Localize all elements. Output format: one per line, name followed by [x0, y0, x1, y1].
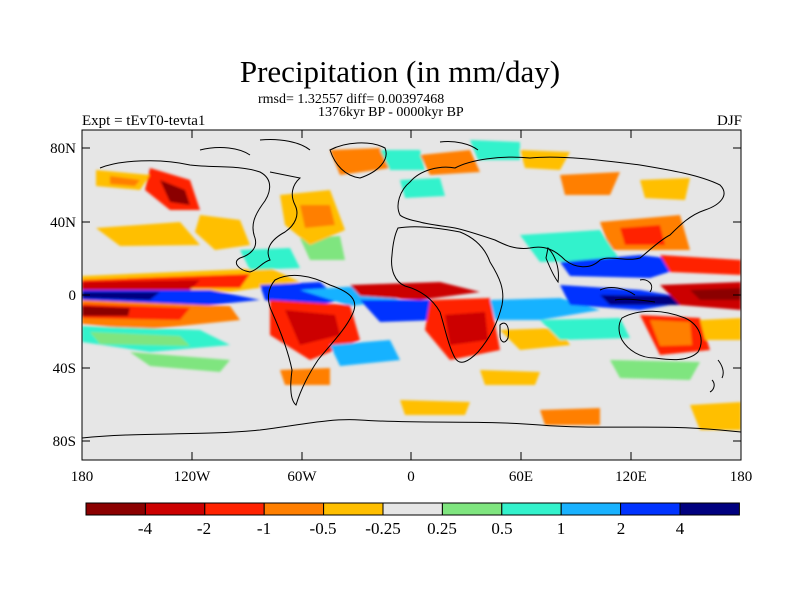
- colorbar-label: -0.25: [365, 519, 400, 538]
- field-patch: [330, 340, 400, 366]
- field-patch: [330, 148, 390, 175]
- field-patch: [700, 318, 741, 340]
- field-patch: [540, 318, 630, 340]
- precip-field: [82, 130, 741, 460]
- colorbar-label: 1: [557, 519, 566, 538]
- field-patch: [400, 178, 445, 198]
- colorbar-swatch: [85, 502, 146, 516]
- coastline-north-america: [99, 160, 302, 273]
- colorbar: [85, 502, 740, 516]
- field-patch: [660, 255, 741, 275]
- lon-label: 180: [71, 469, 94, 485]
- field-patch: [380, 150, 425, 170]
- rmsd-diff-stats: rmsd= 1.32557 diff= 0.00397468: [258, 92, 445, 107]
- field-patch: [520, 230, 620, 262]
- colorbar-swatch: [620, 502, 681, 516]
- lon-label: 0: [407, 469, 415, 485]
- field-patch: [500, 328, 570, 350]
- field-patch: [540, 408, 600, 425]
- field-patch: [130, 352, 230, 372]
- field-patch: [445, 312, 488, 345]
- experiment-label: Expt = tEvT0-tevta1: [82, 113, 206, 129]
- lon-label: 60E: [509, 469, 533, 485]
- lat-label: 40S: [53, 361, 76, 377]
- field-patch: [640, 178, 690, 200]
- colorbar-label: 4: [676, 519, 685, 538]
- colorbar-swatch: [441, 502, 503, 516]
- field-patch: [90, 332, 190, 346]
- colorbar-label: -1: [257, 519, 271, 538]
- colorbar-labels: -4 -2 -1 -0.5 -0.25 0.25 0.5 1 2 4: [138, 519, 685, 538]
- map-title: Precipitation (in mm/day): [239, 54, 561, 89]
- coastline-antarctica: [82, 419, 741, 439]
- field-patch: [520, 150, 570, 170]
- coastline-greenland: [329, 142, 387, 179]
- colorbar-swatch: [144, 502, 206, 516]
- lat-ticks: [82, 147, 741, 442]
- coastline-australia: [618, 310, 702, 361]
- season-label: DJF: [716, 113, 742, 129]
- coastline-south-america: [267, 274, 356, 406]
- field-patch: [620, 225, 665, 245]
- time-period-label: 1376kyr BP - 0000kyr BP: [318, 105, 464, 120]
- field-patch: [690, 402, 741, 430]
- field-patch: [610, 360, 700, 380]
- field-patch: [110, 176, 140, 186]
- coastline-arctic: [199, 139, 479, 156]
- coastline-eurasia: [397, 156, 725, 268]
- field-patch: [96, 222, 200, 246]
- colorbar-label: 0.5: [491, 519, 512, 538]
- lat-label: 80S: [53, 434, 76, 450]
- field-patch: [360, 300, 440, 322]
- colorbar-swatch: [560, 502, 622, 516]
- coastline-madagascar: [499, 322, 509, 343]
- field-patch: [195, 215, 250, 250]
- colorbar-label: 2: [617, 519, 626, 538]
- lon-label: 180: [730, 469, 753, 485]
- field-patch: [82, 280, 200, 290]
- field-patch: [350, 282, 480, 300]
- coastline-new-zealand: [709, 359, 724, 393]
- colorbar-swatch: [323, 502, 384, 516]
- lat-label: 0: [69, 288, 77, 304]
- field-patch: [400, 400, 470, 415]
- lon-label: 120E: [615, 469, 647, 485]
- colorbar-label: -4: [138, 519, 153, 538]
- coastlines: [82, 139, 741, 439]
- colorbar-swatch: [382, 502, 443, 516]
- coastline-india: [545, 246, 559, 284]
- field-patch: [285, 310, 340, 345]
- colorbar-label: 0.25: [427, 519, 457, 538]
- field-patch: [280, 368, 330, 385]
- colorbar-swatch: [501, 502, 562, 516]
- field-patch: [82, 292, 160, 300]
- field-patch: [600, 295, 690, 305]
- coastline-indonesia: [599, 279, 656, 303]
- colorbar-label: -2: [197, 519, 211, 538]
- coastline-africa: [391, 226, 504, 363]
- field-patch: [650, 320, 692, 346]
- lat-label: 40N: [50, 215, 76, 231]
- field-patch: [160, 180, 190, 205]
- field-patch: [690, 288, 741, 300]
- colorbar-label: -0.5: [310, 519, 337, 538]
- lat-label: 80N: [50, 141, 76, 157]
- colorbar-swatch: [679, 502, 740, 516]
- lon-ticks: [191, 130, 632, 460]
- colorbar-swatch: [204, 502, 265, 516]
- lon-label: 120W: [174, 469, 212, 485]
- colorbar-swatch: [263, 502, 325, 516]
- field-patch: [480, 370, 540, 385]
- field-patch: [470, 140, 520, 160]
- field-patch: [82, 306, 130, 316]
- field-patch: [560, 172, 620, 195]
- lon-label: 60W: [287, 469, 317, 485]
- field-patch: [300, 205, 335, 228]
